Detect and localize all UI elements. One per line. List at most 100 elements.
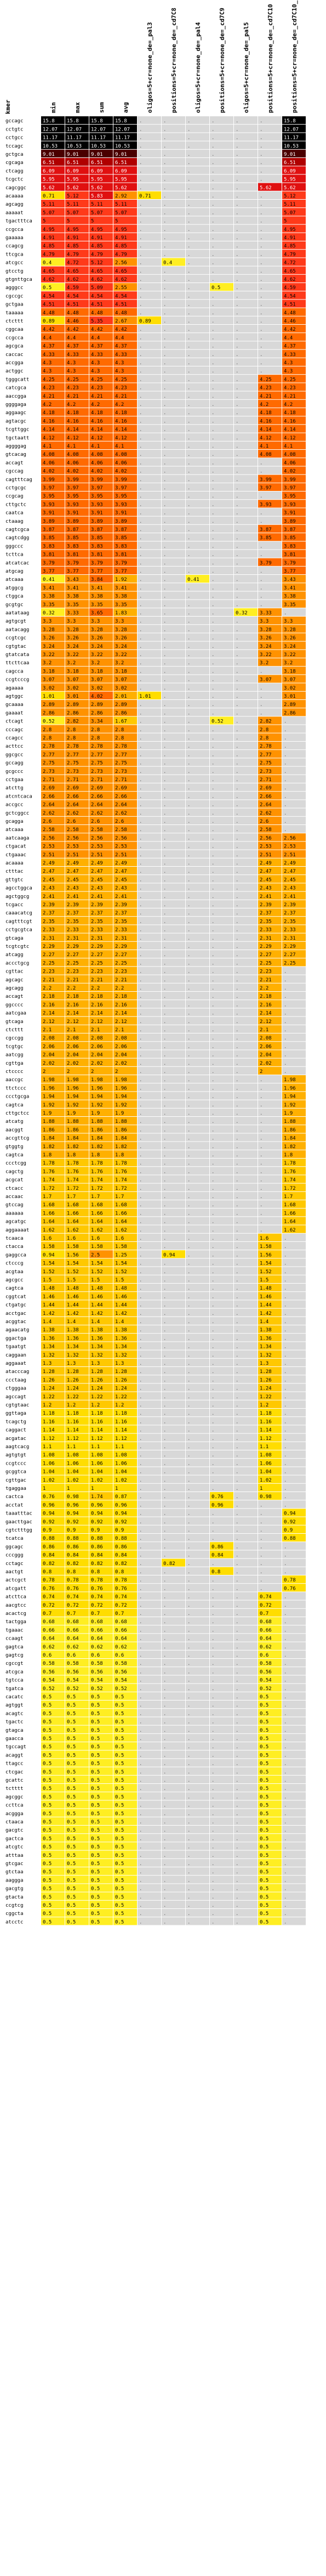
cell-value-label: . — [163, 310, 166, 316]
heatmap-cell — [258, 474, 282, 483]
cell-value-label: 3.79 — [67, 561, 79, 566]
cell-value-label: 2.45 — [91, 877, 103, 883]
heatmap-cell — [186, 575, 209, 583]
heatmap-row: tctttt 0.5 0.5 0.5 0.5..... 0.5. — [5, 1784, 306, 1792]
cell-value-label: . — [211, 744, 214, 749]
cell-value-label: 4.65 — [91, 269, 103, 274]
cell-value-label: . — [211, 377, 214, 382]
cell-value-label: . — [139, 902, 142, 908]
cell-value-label: . — [187, 1044, 190, 1049]
heatmap-cell — [210, 524, 233, 533]
heatmap-cell — [210, 125, 233, 133]
row-label: aacggt — [5, 1127, 24, 1133]
cell-value-label: 0.54 — [91, 1678, 103, 1684]
cell-value-label: 4.2 — [260, 402, 268, 408]
cell-value-label: 2.37 — [260, 911, 272, 916]
heatmap-row: gcattc 0.5 0.5 0.5 0.5..... 0.5. — [5, 1775, 306, 1783]
cell-value-label: . — [139, 961, 142, 966]
cell-value-label: 0.5 — [67, 1836, 76, 1841]
heatmap-cell — [89, 183, 113, 191]
cell-value-label: . — [211, 636, 214, 641]
heatmap-cell — [234, 366, 258, 375]
cell-value-label: 0.62 — [67, 1645, 79, 1650]
heatmap-cell — [162, 125, 185, 133]
cell-value-label: 2.21 — [91, 978, 103, 983]
heatmap-row: cacatc 0.5 0.5 0.5 0.5..... 0.5. — [5, 1692, 306, 1700]
cell-value-label: 0.5 — [91, 1720, 100, 1725]
cell-value-label: 4.33 — [43, 352, 55, 358]
cell-value-label: . — [211, 627, 214, 632]
cell-value-label: . — [163, 1436, 166, 1442]
heatmap-cell — [113, 266, 137, 274]
heatmap-cell — [186, 649, 209, 658]
column-header: oligos=5+cr=none_de=_pal4 — [195, 22, 202, 113]
cell-value-label: . — [187, 135, 190, 141]
cell-value-label: . — [139, 669, 142, 674]
cell-value-label: 0.96 — [43, 1502, 55, 1508]
row-label: ggcgcc — [5, 752, 24, 758]
cell-value-label: 2.86 — [115, 710, 127, 716]
cell-value-label: 0.5 — [43, 1753, 52, 1758]
cell-value-label: . — [211, 544, 214, 549]
cell-value-label: . — [284, 1502, 287, 1508]
cell-value-label: 1.94 — [284, 1094, 296, 1100]
cell-value-label: 0.84 — [115, 1553, 127, 1558]
cell-value-label: 4.51 — [91, 302, 103, 308]
heatmap-cell — [210, 174, 233, 183]
cell-value-label: 4.54 — [43, 293, 55, 299]
cell-value-label: . — [163, 1186, 166, 1191]
cell-value-label: 2.56 — [91, 835, 103, 841]
cell-value-label: 3.18 — [67, 669, 79, 674]
cell-value-label: . — [187, 202, 190, 207]
cell-value-label: 4.72 — [67, 261, 79, 266]
cell-value-label: 0.5 — [43, 1728, 52, 1733]
heatmap-cell — [186, 508, 209, 516]
cell-value-label: 0.5 — [91, 1753, 100, 1758]
cell-value-label: 0.5 — [91, 1794, 100, 1800]
cell-value-label: 1.22 — [115, 1394, 127, 1400]
heatmap-row: cgtctttgg 0.9 0.9 0.9 0.9...... 0.9 — [5, 1525, 306, 1533]
cell-value-label: 0.5 — [43, 1703, 52, 1708]
cell-value-label: 4.23 — [115, 386, 127, 391]
heatmap-cell — [282, 183, 306, 191]
heatmap-cell — [210, 733, 233, 741]
heatmap-cell — [89, 291, 113, 300]
cell-value-label: 2.04 — [115, 1053, 127, 1058]
heatmap-cell — [234, 441, 258, 449]
cell-value-label: . — [236, 1086, 238, 1091]
cell-value-label: . — [163, 202, 166, 207]
cell-value-label: 1.44 — [43, 1303, 55, 1308]
row-label: gcattc — [5, 1778, 24, 1783]
cell-value-label: 1.8 — [67, 1153, 76, 1158]
cell-value-label: . — [163, 293, 166, 299]
cell-value-label: 4.91 — [91, 235, 103, 241]
heatmap-cell — [162, 274, 185, 283]
heatmap-cell — [282, 333, 306, 341]
cell-value-label: . — [211, 519, 214, 524]
cell-value-label: 2.56 — [115, 261, 127, 266]
cell-value-label: 2.41 — [67, 894, 79, 900]
heatmap-cell — [186, 683, 209, 691]
cell-value-label: . — [139, 293, 142, 299]
cell-value-label: . — [163, 677, 166, 683]
cell-value-label: 2.73 — [43, 769, 55, 775]
cell-value-label: 0.5 — [91, 1828, 100, 1833]
heatmap-cell — [113, 399, 137, 408]
cell-value-label: . — [139, 1536, 142, 1541]
heatmap-cell — [162, 658, 185, 666]
cell-value-label: . — [139, 1202, 142, 1208]
cell-value-label: . — [284, 1336, 287, 1341]
cell-value-label: . — [211, 1002, 214, 1008]
heatmap-row: aaaaaa 1.66 1.66 1.66 1.66...... 1.66 — [5, 1208, 306, 1217]
cell-value-label: . — [211, 585, 214, 591]
cell-value-label: . — [163, 585, 166, 591]
row-label: caggact — [5, 1428, 26, 1433]
cell-value-label: 1.66 — [284, 1211, 296, 1216]
cell-value-label: . — [187, 1169, 190, 1174]
cell-value-label: 3.26 — [115, 636, 127, 641]
cell-value-label: 1.68 — [67, 1202, 79, 1208]
cell-value-label: . — [163, 1836, 166, 1841]
cell-value-label: 2.29 — [91, 944, 103, 950]
cell-value-label: . — [187, 1186, 190, 1191]
cell-value-label: 5.62 — [260, 185, 272, 191]
